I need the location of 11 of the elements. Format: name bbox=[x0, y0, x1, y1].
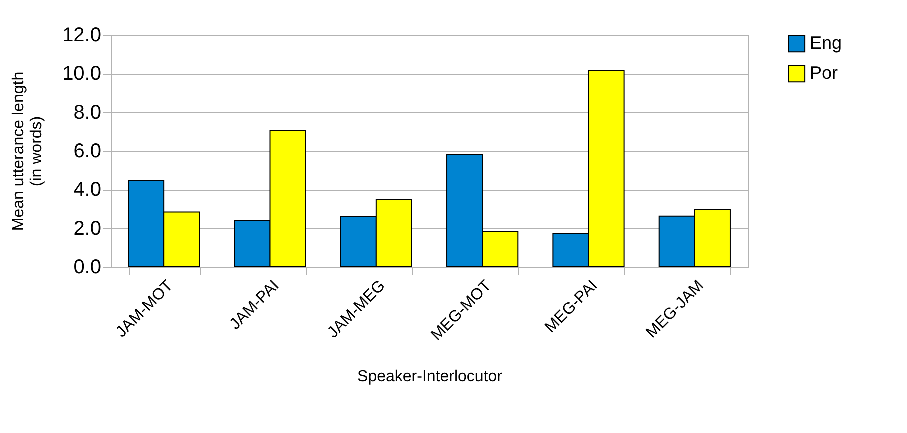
legend-label: Por bbox=[810, 63, 838, 83]
y-tick-label: 6.0 bbox=[74, 140, 102, 162]
y-tick-label: 4.0 bbox=[74, 179, 102, 202]
x-axis-title: Speaker-Interlocutor bbox=[358, 368, 504, 386]
y-tick-label: 8.0 bbox=[74, 102, 102, 124]
y-tick-label: 2.0 bbox=[74, 218, 102, 240]
y-tick-label: 12.0 bbox=[62, 24, 102, 46]
y-tick-label: 0.0 bbox=[74, 256, 102, 278]
y-axis-title: Mean utterance length (in words) bbox=[10, 72, 46, 232]
y-tick-label: 10.0 bbox=[62, 63, 102, 86]
legend-label: Eng bbox=[810, 33, 842, 53]
